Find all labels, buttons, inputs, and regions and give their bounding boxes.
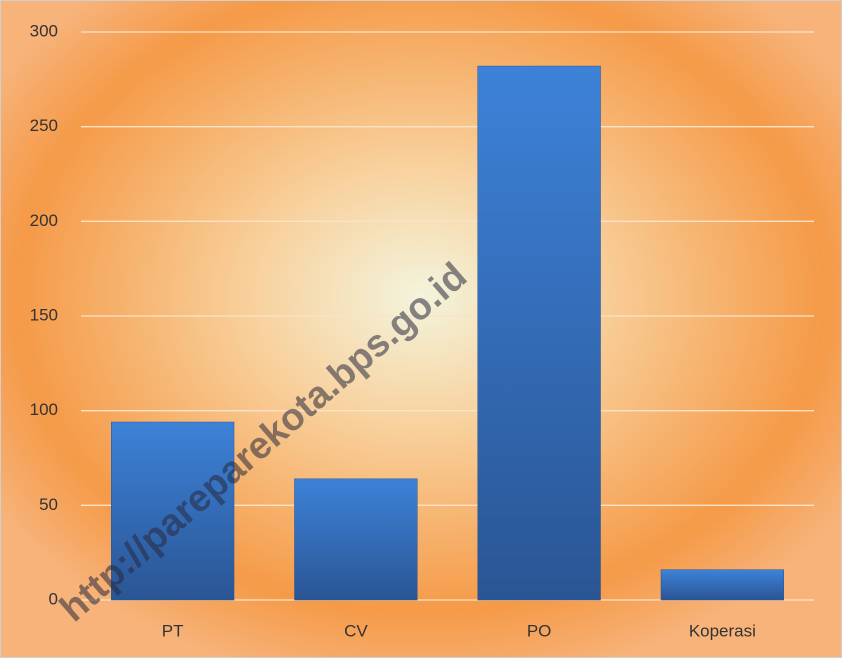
x-tick-label: Koperasi	[689, 621, 756, 640]
bar	[294, 478, 418, 601]
y-tick-label: 150	[30, 305, 58, 324]
y-tick-label: 300	[30, 21, 58, 40]
plot-area: 0 50 100 150 200 250 300 PT CV PO Koperasi	[30, 21, 814, 640]
y-tick-label: 0	[49, 589, 58, 608]
x-tick-label: PT	[162, 621, 184, 640]
x-tick-label: PO	[527, 621, 552, 640]
bar	[110, 421, 235, 601]
y-tick-label: 200	[30, 211, 58, 230]
y-tick-label: 50	[39, 495, 58, 514]
y-tick-label: 250	[30, 116, 58, 135]
y-tick-label: 100	[30, 400, 58, 419]
x-tick-label: CV	[344, 621, 368, 640]
bar	[477, 65, 601, 601]
bar	[660, 569, 785, 601]
